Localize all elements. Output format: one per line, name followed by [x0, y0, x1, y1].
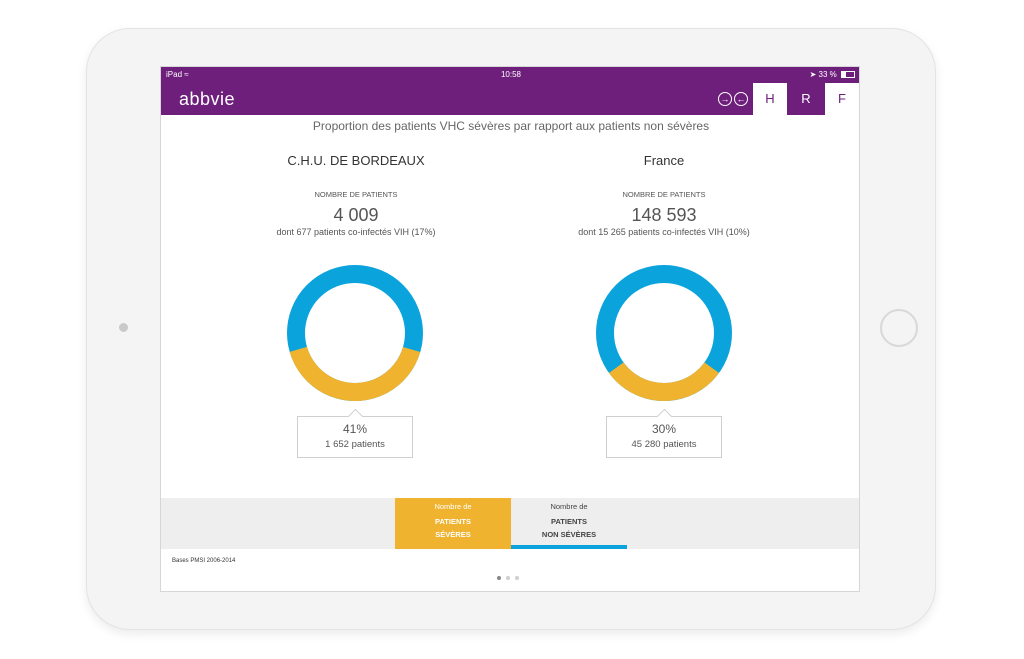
severe-percent: 41% — [342, 422, 368, 436]
panel-heading: France — [643, 153, 685, 168]
arrow-right-circle-icon[interactable]: → — [718, 92, 732, 106]
legend-label: PATIENTS — [435, 517, 471, 526]
legend-label: PATIENTS — [551, 517, 587, 526]
top-nav-bar: abbvie → ← — [161, 83, 859, 115]
camera-dot — [119, 323, 128, 332]
legend-toggle-non-severe[interactable]: Nombre de PATIENTS NON SÉVÈRES — [511, 498, 627, 549]
abbvie-logo: abbvie — [179, 89, 236, 109]
page-indicator[interactable] — [497, 576, 519, 580]
page-dot-2[interactable] — [506, 576, 510, 580]
page-dot-1[interactable] — [497, 576, 501, 580]
battery-percent: 33 % — [818, 70, 837, 79]
panel-chu-bordeaux: C.H.U. DE BORDEAUX NOMBRE DE PATIENTS 4 … — [201, 153, 511, 237]
tab-h[interactable]: H — [753, 83, 787, 115]
panel-france: France NOMBRE DE PATIENTS 148 593 dont 1… — [509, 153, 819, 237]
status-left: iPad ≈ — [166, 70, 189, 79]
battery-icon — [841, 71, 855, 78]
donut-ring-severe — [287, 265, 423, 401]
donut-chart-france[interactable] — [596, 265, 732, 401]
arrow-left-circle-icon[interactable]: ← — [734, 92, 748, 106]
legend-bar: Nombre de PATIENTS SÉVÈRES Nombre de PAT… — [161, 498, 859, 549]
device-name: iPad — [166, 70, 183, 79]
severe-callout-france: 30% 45 280 patients — [606, 416, 722, 458]
severe-callout-bordeaux: 41% 1 652 patients — [297, 416, 413, 458]
donut-ring-severe — [596, 265, 732, 401]
data-source-note: Bases PMSI 2006-2014 — [172, 558, 236, 564]
severe-patients: 1 652 patients — [325, 439, 385, 450]
tab-f[interactable]: F — [825, 83, 859, 115]
location-arrow-icon: ➤ — [809, 70, 817, 79]
panel-heading: C.H.U. DE BORDEAUX — [287, 153, 425, 168]
patient-count: 148 593 — [631, 205, 697, 225]
status-right: ➤ 33 % — [810, 70, 855, 79]
coinfected-text: dont 677 patients co-infectés VIH (17%) — [276, 227, 436, 237]
legend-label: Nombre de — [550, 502, 588, 511]
status-bar: iPad ≈ 10:58 ➤ 33 % — [161, 67, 859, 83]
nav-arrows: → ← — [718, 92, 748, 106]
tab-r[interactable]: R — [789, 83, 823, 115]
status-time: 10:58 — [500, 70, 522, 79]
patient-count: 4 009 — [333, 205, 379, 225]
patient-count-label: NOMBRE DE PATIENTS — [622, 190, 706, 199]
donut-chart-bordeaux[interactable] — [287, 265, 423, 401]
severe-percent: 30% — [651, 422, 677, 436]
legend-label: Nombre de — [434, 502, 472, 511]
coinfected-text: dont 15 265 patients co-infectés VIH (10… — [578, 227, 750, 237]
legend-label: SÉVÈRES — [435, 530, 471, 539]
severe-patients: 45 280 patients — [631, 439, 697, 450]
app-screen: iPad ≈ 10:58 ➤ 33 % abbvie → ← H R F Pro… — [160, 66, 860, 592]
page-dot-3[interactable] — [515, 576, 519, 580]
wifi-icon: ≈ — [184, 70, 189, 79]
page-title: Proportion des patients VHC sévères par … — [312, 119, 710, 133]
legend-toggle-severe[interactable]: Nombre de PATIENTS SÉVÈRES — [395, 498, 511, 549]
home-button[interactable] — [880, 309, 918, 347]
legend-label: NON SÉVÈRES — [541, 530, 597, 539]
patient-count-label: NOMBRE DE PATIENTS — [314, 190, 398, 199]
